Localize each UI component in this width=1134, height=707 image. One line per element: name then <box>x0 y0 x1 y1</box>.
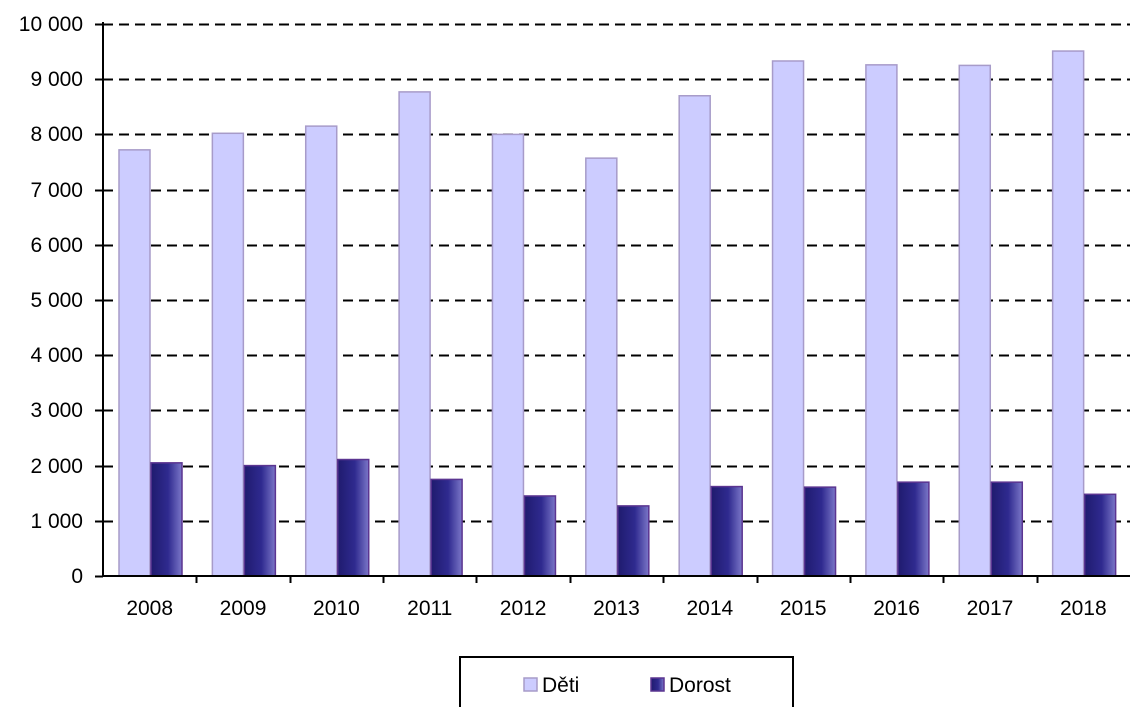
bar-deti-2017 <box>958 64 992 577</box>
x-tick-label: 2011 <box>407 597 452 620</box>
bar-deti-2010 <box>304 125 338 577</box>
x-axis-labels: 2008 2009 2010 2011 2012 2013 2014 2015 2016 2017… <box>126 597 1106 620</box>
bar-dorost-2015 <box>803 486 837 577</box>
bar-dorost-2016 <box>897 481 930 577</box>
bar-dorost-2012 <box>523 495 557 577</box>
bar-dorost-2009 <box>243 464 277 577</box>
bar-deti-2008 <box>118 149 151 577</box>
x-tick-label: 2014 <box>687 597 734 620</box>
y-tick-label: 6 000 <box>30 234 83 257</box>
y-tick-label: 4 000 <box>30 344 83 367</box>
x-tick-label: 2008 <box>126 597 173 620</box>
x-tick-label: 2018 <box>1060 597 1107 620</box>
y-tick-label: 8 000 <box>30 123 83 146</box>
y-axis-labels: 0 1 000 2 000 3 000 4 000 5 000 6 000 7 000 8 00… <box>19 13 83 588</box>
bar-deti-2015 <box>771 60 805 577</box>
y-tick-label: 9 000 <box>30 68 83 91</box>
x-tick-label: 2013 <box>593 597 640 620</box>
legend-label-deti: Děti <box>542 674 579 697</box>
bar-dorost-2010 <box>336 458 370 577</box>
x-tick-label: 2016 <box>873 597 920 620</box>
bar-dorost-2013 <box>617 505 650 577</box>
x-tick-label: 2009 <box>220 597 267 620</box>
bar-dorost-2014 <box>710 485 743 577</box>
legend-box <box>459 656 794 707</box>
x-tick-label: 2010 <box>313 597 360 620</box>
bar-dorost-2008 <box>150 462 183 577</box>
legend-swatch-dorost <box>650 677 665 692</box>
y-tick-label: 1 000 <box>30 510 83 533</box>
x-tick-label: 2012 <box>500 597 547 620</box>
legend: Děti Dorost <box>459 656 794 707</box>
x-tick-label: 2017 <box>967 597 1014 620</box>
bar-deti-2012 <box>491 133 525 577</box>
bar-dorost-2018 <box>1083 493 1117 577</box>
x-tick-label: 2015 <box>780 597 827 620</box>
legend-swatch-deti <box>523 677 538 692</box>
bar-deti-2018 <box>1051 50 1085 577</box>
bar-dorost-2017 <box>990 481 1024 577</box>
y-tick-label: 3 000 <box>30 399 83 422</box>
y-tick-label: 0 <box>71 565 83 588</box>
y-tick-label: 5 000 <box>30 289 83 312</box>
bar-deti-2011 <box>398 91 431 577</box>
bar-dorost-2011 <box>430 478 463 577</box>
bar-deti-2016 <box>865 64 898 577</box>
axes <box>95 22 1130 583</box>
bar-deti-2013 <box>585 157 618 577</box>
bar-deti-2009 <box>211 132 245 577</box>
y-tick-label: 10 000 <box>19 13 83 36</box>
bars <box>118 50 1117 577</box>
y-tick-label: 7 000 <box>30 179 83 202</box>
y-tick-label: 2 000 <box>30 455 83 478</box>
bar-deti-2014 <box>678 95 711 577</box>
legend-label-dorost: Dorost <box>669 674 731 697</box>
